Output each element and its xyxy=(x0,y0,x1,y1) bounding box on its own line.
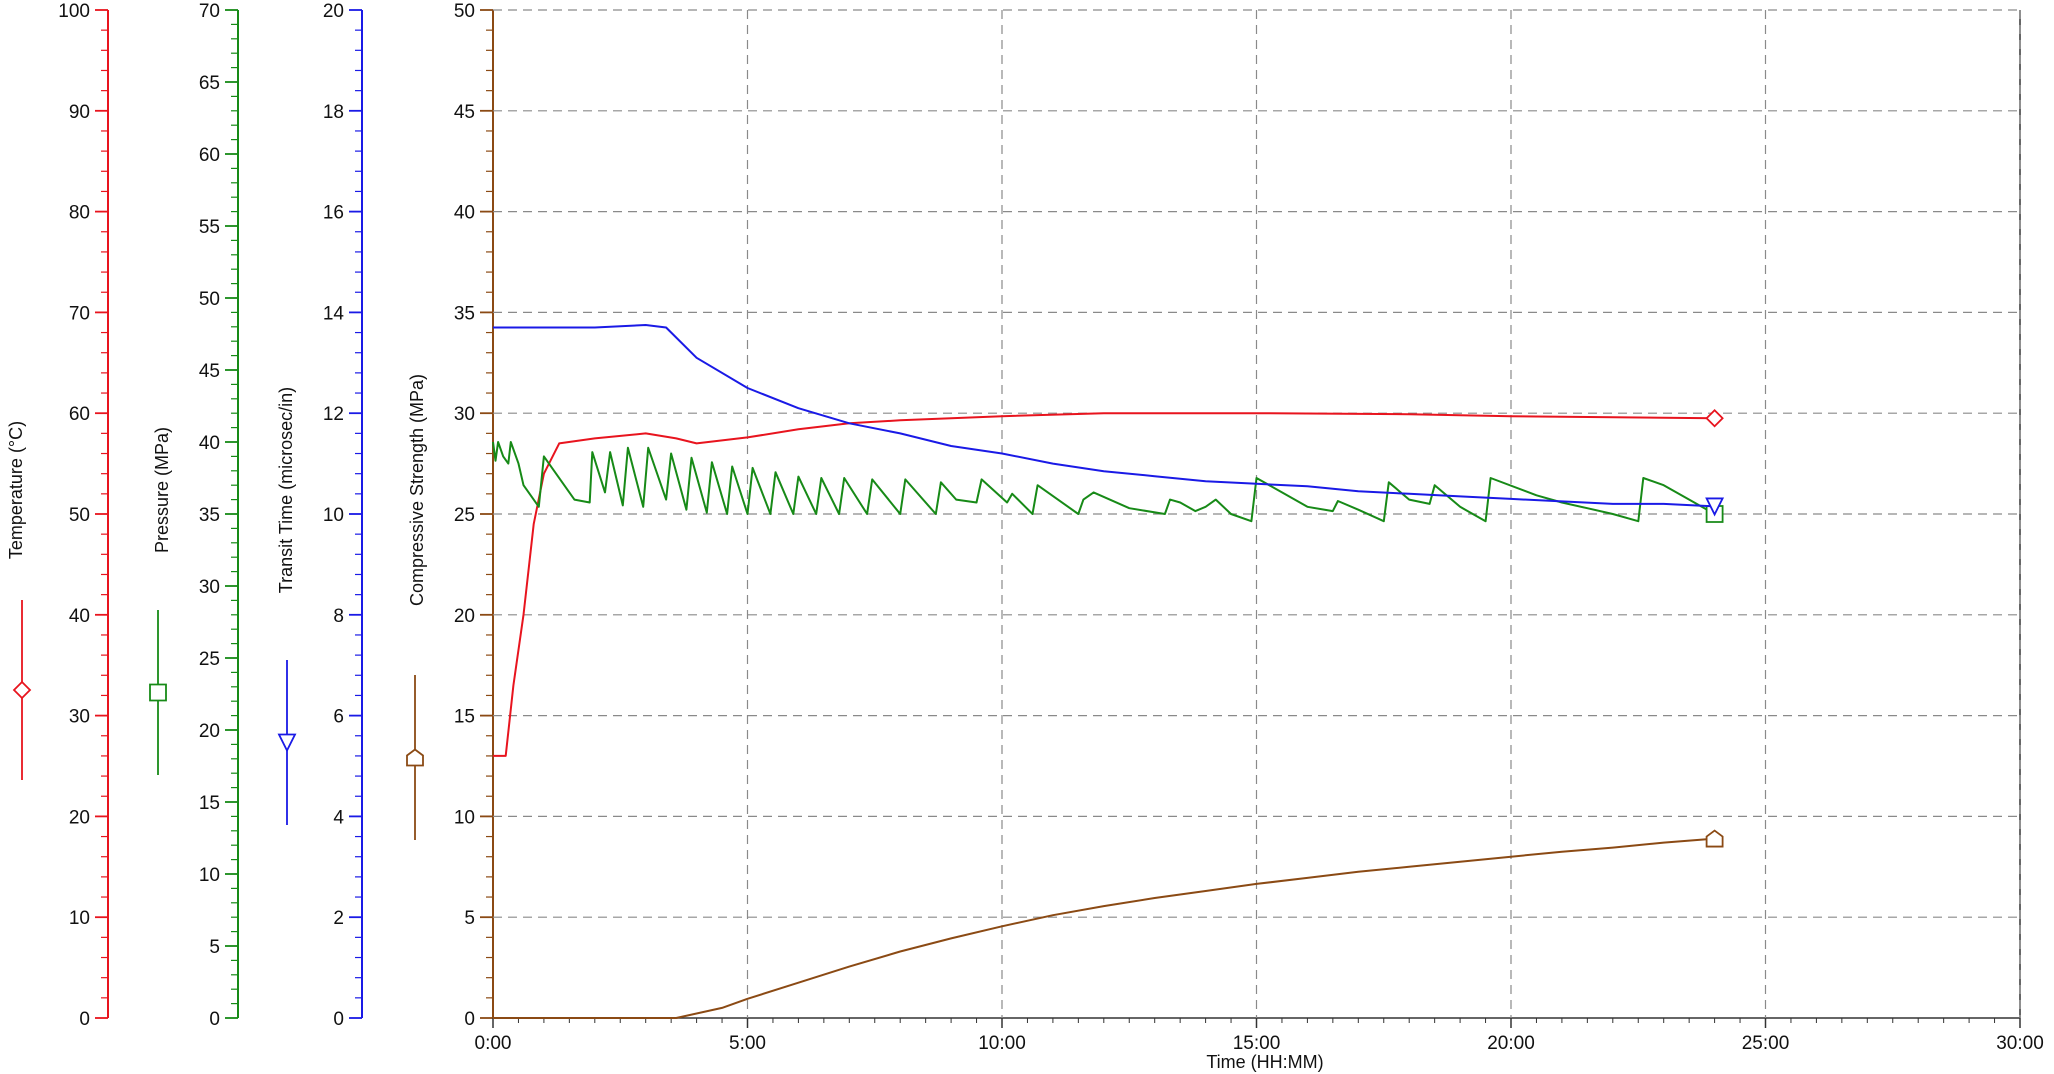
y-axis-title: Compressive Strength (MPa) xyxy=(407,374,427,606)
y-axis-title: Transit Time (microsec/in) xyxy=(276,387,296,593)
y-tick-label: 0 xyxy=(464,1009,475,1030)
y-axis-temperature: 0 10 20 30 40 50 60 70 80 90 100 Temperature (°C) xyxy=(6,1,109,1030)
plot-area: 0:00 5:00 10:00 15:00 20:00 25:00 30:00 xyxy=(475,9,2044,1054)
legend-marker xyxy=(149,683,167,702)
y-tick-label: 20 xyxy=(323,1,344,22)
x-tick-label: 30:00 xyxy=(1996,1033,2044,1054)
x-tick-label: 0:00 xyxy=(475,1033,512,1054)
series-end-marker xyxy=(1705,497,1725,517)
y-tick-label: 40 xyxy=(199,433,220,454)
y-tick-label: 60 xyxy=(199,145,220,166)
y-tick-label: 80 xyxy=(69,203,90,224)
y-tick-label: 55 xyxy=(199,217,220,238)
y-tick-label: 0 xyxy=(79,1009,90,1030)
legend-marker xyxy=(277,733,297,753)
y-tick-label: 90 xyxy=(69,102,90,123)
y-tick-label: 4 xyxy=(333,807,344,828)
y-tick-label: 5 xyxy=(464,908,475,929)
y-tick-label: 15 xyxy=(199,793,220,814)
y-tick-label: 8 xyxy=(333,606,344,627)
y-tick-label: 30 xyxy=(454,404,475,425)
series-line xyxy=(492,441,1716,523)
y-axis-strength: 0 5 10 15 20 25 30 35 40 45 50 Compressive Strength… xyxy=(407,1,494,1030)
series-temperature xyxy=(493,408,1724,757)
series-strength xyxy=(493,829,1724,1019)
y-tick-label: 6 xyxy=(333,707,344,728)
legend-swatch-pressure xyxy=(149,610,167,775)
y-tick-label: 10 xyxy=(199,865,220,886)
legend-swatch-transit xyxy=(277,660,297,825)
legend-marker xyxy=(12,680,32,700)
y-axis-title: Temperature (°C) xyxy=(6,421,26,559)
legend-swatch-temperature xyxy=(12,600,32,780)
y-tick-label: 0 xyxy=(209,1009,220,1030)
y-tick-label: 45 xyxy=(199,361,220,382)
series-line xyxy=(493,412,1715,757)
y-tick-label: 10 xyxy=(69,908,90,929)
y-tick-label: 20 xyxy=(69,807,90,828)
x-tick-label: 5:00 xyxy=(729,1033,766,1054)
y-axis-transit: 0 2 4 6 8 10 12 14 16 18 20 Transit Time (microsec/… xyxy=(276,1,363,1030)
series-line xyxy=(493,837,1715,1019)
x-tick-label: 15:00 xyxy=(1233,1033,1281,1054)
y-tick-label: 18 xyxy=(323,102,344,123)
y-tick-label: 50 xyxy=(199,289,220,310)
y-tick-label: 65 xyxy=(199,73,220,94)
y-tick-label: 16 xyxy=(323,203,344,224)
y-tick-label: 2 xyxy=(333,908,344,929)
y-tick-label: 50 xyxy=(454,1,475,22)
y-tick-label: 70 xyxy=(199,1,220,22)
y-tick-label: 70 xyxy=(69,303,90,324)
y-tick-label: 10 xyxy=(323,505,344,526)
y-tick-label: 100 xyxy=(58,1,90,22)
y-tick-label: 14 xyxy=(323,303,345,324)
series-line xyxy=(493,324,1715,508)
y-tick-label: 35 xyxy=(199,505,220,526)
series-transit xyxy=(493,324,1725,517)
x-tick-label: 25:00 xyxy=(1742,1033,1790,1054)
y-tick-label: 25 xyxy=(454,505,475,526)
series-pressure xyxy=(492,441,1724,523)
y-tick-label: 60 xyxy=(69,404,90,425)
series-end-marker xyxy=(1705,829,1724,848)
y-tick-label: 5 xyxy=(209,937,220,958)
y-tick-label: 20 xyxy=(199,721,220,742)
y-tick-label: 15 xyxy=(454,707,475,728)
legend-marker xyxy=(406,748,424,767)
y-tick-label: 40 xyxy=(69,606,90,627)
y-tick-label: 40 xyxy=(454,203,475,224)
x-axis-title: Time (HH:MM) xyxy=(1206,1052,1323,1072)
y-tick-label: 35 xyxy=(454,303,475,324)
y-axis-pressure: 0 5 10 15 20 25 30 35 40 45 50 55 60 65 70 Pressure (MP… xyxy=(152,1,239,1030)
y-tick-label: 12 xyxy=(323,404,344,425)
y-tick-label: 50 xyxy=(69,505,90,526)
y-tick-label: 20 xyxy=(454,606,475,627)
x-tick-label: 10:00 xyxy=(978,1033,1026,1054)
y-tick-label: 10 xyxy=(454,807,475,828)
y-tick-label: 25 xyxy=(199,649,220,670)
y-tick-label: 30 xyxy=(199,577,220,598)
y-tick-label: 0 xyxy=(333,1009,344,1030)
y-axis-title: Pressure (MPa) xyxy=(152,427,172,553)
legend-swatch-strength xyxy=(406,675,424,840)
y-tick-label: 45 xyxy=(454,102,475,123)
x-tick-label: 20:00 xyxy=(1487,1033,1535,1054)
series-end-marker xyxy=(1705,408,1724,428)
y-tick-label: 30 xyxy=(69,707,90,728)
